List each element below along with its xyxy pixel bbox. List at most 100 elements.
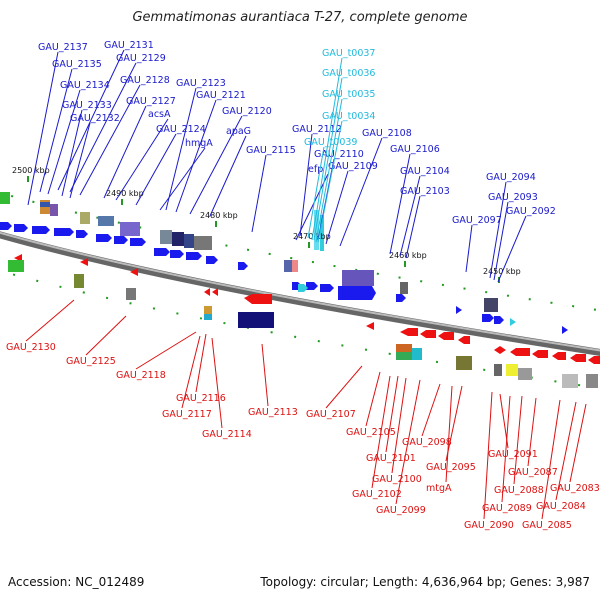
label-leader-line [385,375,399,453]
gene-label[interactable]: GAU_2107 [306,409,356,420]
label-leader-line [513,395,523,485]
label-leader-line [195,333,207,393]
gene-label[interactable]: GAU_2087 [508,467,558,478]
gene-label[interactable]: GAU_2117 [162,409,212,420]
gene-label[interactable]: GAU_2092 [506,206,556,217]
gene-label[interactable]: GAU_2108 [362,128,412,139]
label-leader-line [299,133,313,237]
gene-label[interactable]: mtgA [426,483,452,494]
gene-label[interactable]: efp [308,164,323,175]
gene-label[interactable]: GAU_2090 [464,520,514,531]
rna-genes [298,210,516,326]
label-leader-line [79,84,141,196]
label-leader-line [501,395,511,503]
gene-label[interactable]: GAU_2105 [346,427,396,438]
gene-label[interactable]: GAU_t0035 [322,89,375,100]
gene-label[interactable]: GAU_2084 [536,501,586,512]
gene-label[interactable]: GAU_2120 [222,106,272,117]
gene-label[interactable]: GAU_2115 [246,145,296,156]
gene-label[interactable]: GAU_2110 [314,149,364,160]
gene-label[interactable]: GAU_2132 [70,113,120,124]
gene-label[interactable]: GAU_2130 [6,342,56,353]
gene-label[interactable]: GAU_2102 [352,489,402,500]
gene-label[interactable]: GAU_2135 [52,59,102,70]
gene-label[interactable]: GAU_2103 [400,186,450,197]
label-leader-line [181,335,201,409]
label-leader-line [103,105,147,199]
gene-label[interactable]: GAU_2129 [116,53,166,64]
tick-label: 2490 kbp [106,189,144,198]
label-leader-line [399,175,421,257]
label-leader-line [497,215,527,283]
gene-label[interactable]: GAU_t0034 [322,111,375,122]
gene-label[interactable]: GAU_2116 [176,393,226,404]
gene-label[interactable]: GAU_2127 [126,96,176,107]
label-leader-line [395,379,421,505]
gene-label[interactable]: GAU_2094 [486,172,536,183]
gene-label[interactable]: GAU_2112 [292,124,342,135]
gene-label[interactable]: GAU_2133 [62,100,112,111]
label-leader-line [211,337,223,429]
genome-backbone [0,231,600,356]
gene-label[interactable]: GAU_2125 [66,356,116,367]
gene-label[interactable]: GAU_t0037 [322,48,375,59]
gene-label[interactable]: GAU_2118 [116,370,166,381]
gene-label[interactable]: GAU_2089 [482,503,532,514]
gene-label[interactable]: GAU_2131 [104,40,154,51]
label-leader-line [405,195,421,259]
gene-label[interactable]: GAU_2104 [400,166,450,177]
gene-label[interactable]: GAU_2109 [328,161,378,172]
gene-label[interactable]: GAU_2106 [390,144,440,155]
label-leader-line [325,170,349,245]
gene-label[interactable]: GAU_2100 [372,474,422,485]
gene-label[interactable]: GAU_2099 [376,505,426,516]
gene-label[interactable]: GAU_2093 [488,192,538,203]
gene-label[interactable]: GAU_2098 [402,437,452,448]
gene-label[interactable]: GAU_2124 [156,124,206,135]
gene-label[interactable]: GAU_t0039 [304,137,357,148]
label-leader-line [135,331,197,370]
gene-label[interactable]: GAU_2113 [248,407,298,418]
gene-label[interactable]: GAU_2091 [488,449,538,460]
label-leader-line [209,135,247,217]
rna-gene-labels: GAU_t0037 GAU_t0036 GAU_t0035 GAU_t0034 GAU_… [304,48,375,243]
gene-label[interactable]: apaG [226,126,251,137]
gene-label[interactable]: GAU_2137 [38,42,88,53]
label-leader-line [371,375,391,489]
label-leader-line [389,153,411,255]
gene-label[interactable]: GAU_2097 [452,215,502,226]
feature-blocks [0,192,598,388]
gene-label[interactable]: GAU_2101 [366,453,416,464]
label-leader-line [313,77,343,241]
gene-label[interactable]: GAU_2083 [550,483,600,494]
label-leader-line [115,118,169,201]
gene-label[interactable]: GAU_2128 [120,75,170,86]
gene-label[interactable]: GAU_2085 [522,520,572,531]
gene-label[interactable]: GAU_2095 [426,462,476,473]
gene-label[interactable]: GAU_2123 [176,78,226,89]
label-leader-line [445,385,463,462]
label-leader-line [159,147,206,211]
gene-label[interactable]: GAU_2114 [202,429,252,440]
label-leader-line [261,343,269,407]
label-leader-line [85,315,127,356]
accession-text: Accession: NC_012489 [8,575,145,589]
gene-label[interactable]: GAU_2121 [196,90,246,101]
gene-label[interactable]: acsA [148,109,171,120]
label-leader-line [391,377,407,474]
gene-label[interactable]: GAU_2088 [494,485,544,496]
label-leader-line [307,146,325,239]
label-leader-line [295,173,329,241]
label-leader-line [339,137,383,247]
tick-labels: 2500 kbp 2490 kbp 2480 kbp 2470 kbp 2460 kbp… [12,166,521,283]
gene-label[interactable]: hmgA [185,138,213,149]
gene-label[interactable]: GAU_t0036 [322,68,375,79]
label-leader-line [135,133,177,206]
tick-label: 2470 kbp [293,232,331,241]
label-leader-line [489,181,507,279]
label-leader-line [39,68,73,193]
label-leader-line [317,120,343,243]
gene-label[interactable]: GAU_2134 [60,80,110,91]
tick-label: 2500 kbp [12,166,50,175]
